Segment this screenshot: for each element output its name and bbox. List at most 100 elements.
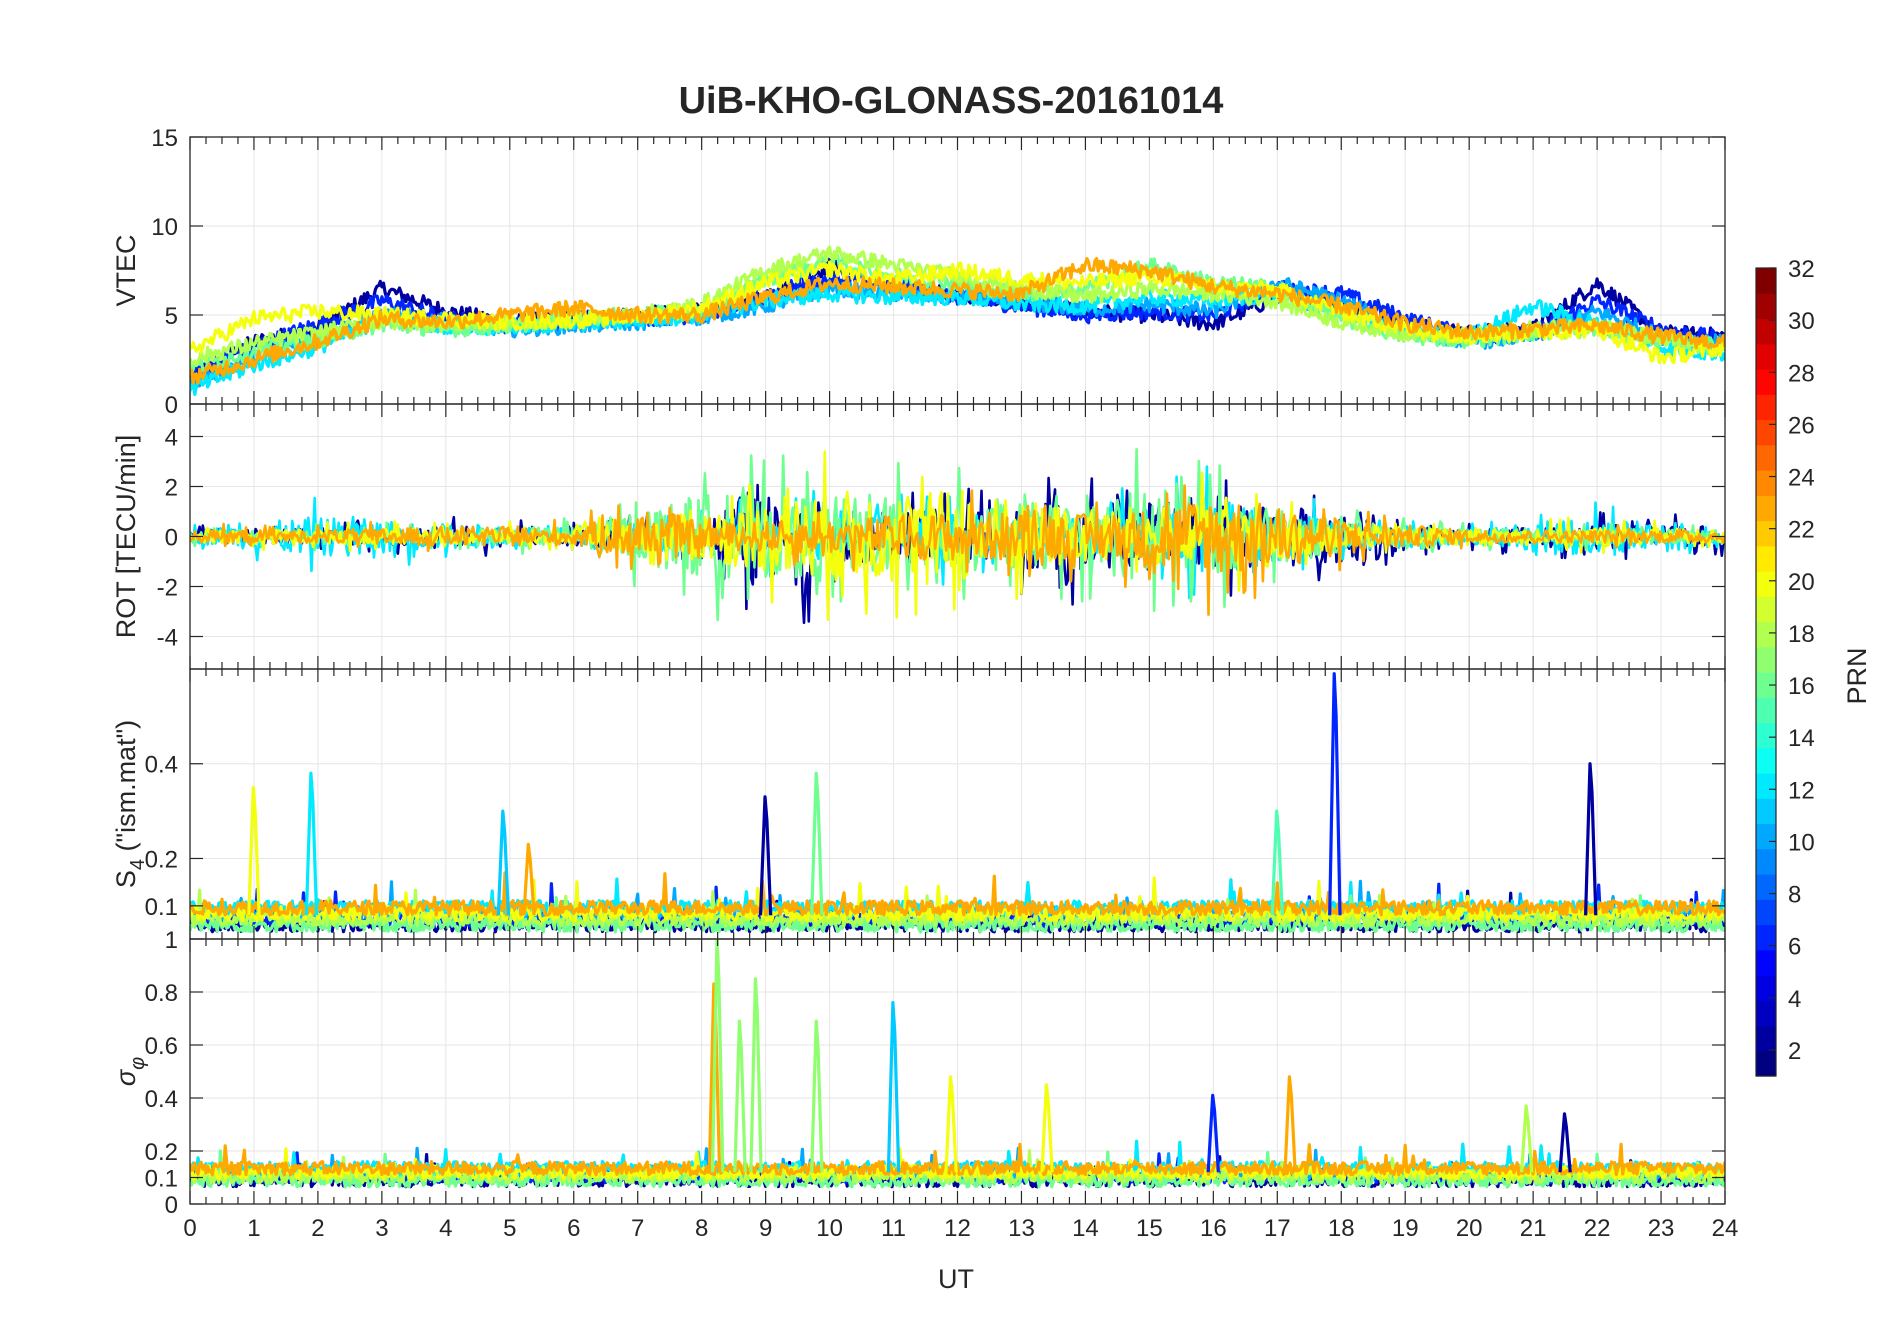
colorbar-segment [1756, 722, 1776, 749]
y-tick-label: 4 [165, 425, 178, 452]
colorbar-tick-label: 8 [1788, 882, 1801, 909]
series-line-prn-23 [190, 871, 1725, 917]
colorbar-segment [1756, 444, 1776, 471]
colorbar-tick-label: 16 [1788, 673, 1815, 700]
x-tick-label: 11 [881, 1215, 906, 1242]
peak-prn-23 [1283, 1075, 1297, 1173]
peak-prn-15 [1270, 809, 1284, 916]
colorbar-segment [1756, 975, 1776, 1001]
peak-prn-2 [1584, 762, 1598, 916]
colorbar-segment [1756, 1050, 1776, 1077]
colorbar-segment [1756, 773, 1776, 799]
ticks-rot [189, 404, 1726, 669]
colorbar-segment [1756, 646, 1776, 673]
x-tick-label: 18 [1328, 1215, 1355, 1242]
series-group-sigma_phi [190, 939, 1725, 1189]
colorbar-segment [1756, 318, 1776, 345]
colorbar-segment [1756, 419, 1776, 446]
peak-prn-17 [810, 1019, 824, 1173]
chart-title: UiB-KHO-GLONASS-20161014 [679, 80, 1224, 122]
colorbar-segment [1756, 924, 1776, 951]
colorbar-tick-label: 30 [1788, 308, 1815, 335]
x-tick-label: 7 [631, 1215, 644, 1242]
colorbar-label: PRN [1842, 647, 1872, 704]
colorbar-segment [1756, 369, 1776, 395]
colorbar-segment [1756, 1000, 1776, 1027]
y-tick-label: 0.8 [145, 980, 178, 1007]
colorbar-frame [1755, 267, 1777, 1077]
x-tick-label: 24 [1712, 1215, 1739, 1242]
x-tick-label: 0 [183, 1215, 196, 1242]
series-group-vtec [190, 245, 1725, 396]
x-tick-label: 22 [1584, 1215, 1611, 1242]
colorbar-tick-label: 12 [1788, 777, 1815, 804]
series-line-prn-20 [190, 260, 1725, 365]
x-tick-label: 16 [1200, 1215, 1227, 1242]
y-tick-label: 0 [165, 392, 178, 419]
y-tick-label: 0 [165, 1192, 178, 1219]
colorbar-tick-label: 28 [1788, 360, 1815, 387]
colorbar-segment [1756, 672, 1776, 698]
x-tick-label: 12 [944, 1215, 971, 1242]
peak-prn-20 [1040, 1083, 1054, 1173]
ticks-sigma_phi [189, 938, 1726, 1205]
colorbar-tick-label: 2 [1788, 1038, 1801, 1065]
y-tick-label: 0 [165, 525, 178, 552]
colorbar-tick-label: 6 [1788, 934, 1801, 961]
x-tick-label: 8 [695, 1215, 708, 1242]
y-tick-label: 0.4 [145, 1086, 178, 1113]
y-tick-label: 0.2 [145, 1139, 178, 1166]
y-tick-label: 10 [151, 214, 178, 241]
colorbar-segment [1756, 545, 1776, 572]
y-tick-label: -2 [157, 575, 178, 602]
panel-sigma_phi: 00.10.2 0.4 0.6 0.8 1 σφ [111, 927, 1726, 1219]
colorbar-segment [1756, 823, 1776, 850]
colorbar-segment [1756, 747, 1776, 774]
peak-prn-18 [1520, 1104, 1534, 1173]
panel-vtec: 0 5 10 15 VTEC [111, 125, 1726, 419]
x-tick-label: 19 [1392, 1215, 1419, 1242]
y-tick-label: 0.4 [145, 752, 178, 779]
peak-prn-20 [247, 785, 261, 916]
x-tick-label: 1 [247, 1215, 260, 1242]
x-tick-label: 20 [1456, 1215, 1483, 1242]
x-tick-label: 5 [503, 1215, 516, 1242]
x-tick-label: 6 [567, 1215, 580, 1242]
peak-prn-12 [304, 771, 319, 916]
y-tick-label: 0.1 [145, 894, 178, 921]
series-line-prn-23 [190, 484, 1725, 616]
colorbar-segment [1756, 899, 1776, 926]
colorbar-segment [1756, 949, 1776, 976]
x-tick-label: 13 [1008, 1215, 1035, 1242]
colorbar-tick-label: 20 [1788, 569, 1815, 596]
colorbar-segment [1756, 848, 1776, 875]
y-tick-label: 0.6 [145, 1033, 178, 1060]
x-tick-label: 15 [1136, 1215, 1163, 1242]
x-axis-label: UT [938, 1264, 974, 1294]
colorbar-segment [1756, 571, 1776, 597]
y-axis-label-s4: S4 ("ism.mat") [111, 720, 149, 888]
series-line-prn-23 [190, 1142, 1725, 1177]
colorbar-tick-label: 24 [1788, 465, 1815, 492]
peak-prn-6 [1206, 1093, 1220, 1173]
peak-prn-17 [710, 939, 725, 1173]
x-tick-label: 23 [1648, 1215, 1675, 1242]
peak-prn-11 [496, 809, 511, 916]
y-tick-label: 5 [165, 303, 178, 330]
peak-prn-17 [749, 977, 763, 1173]
peak-prn-2 [758, 795, 773, 916]
colorbar-segment [1756, 621, 1776, 648]
x-tick-label: 3 [375, 1215, 388, 1242]
colorbar-segment [1756, 520, 1776, 547]
peak-prn-11 [886, 1001, 901, 1173]
colorbar-tick-label: 18 [1788, 621, 1815, 648]
x-tick-label: 10 [816, 1215, 843, 1242]
y-tick-label: 2 [165, 475, 178, 502]
ticks-vtec [189, 136, 1726, 405]
y-axis-label-rot: ROT [TECU/min] [111, 435, 141, 639]
colorbar-segment [1756, 798, 1776, 825]
colorbar-tick-label: 4 [1788, 986, 1801, 1013]
